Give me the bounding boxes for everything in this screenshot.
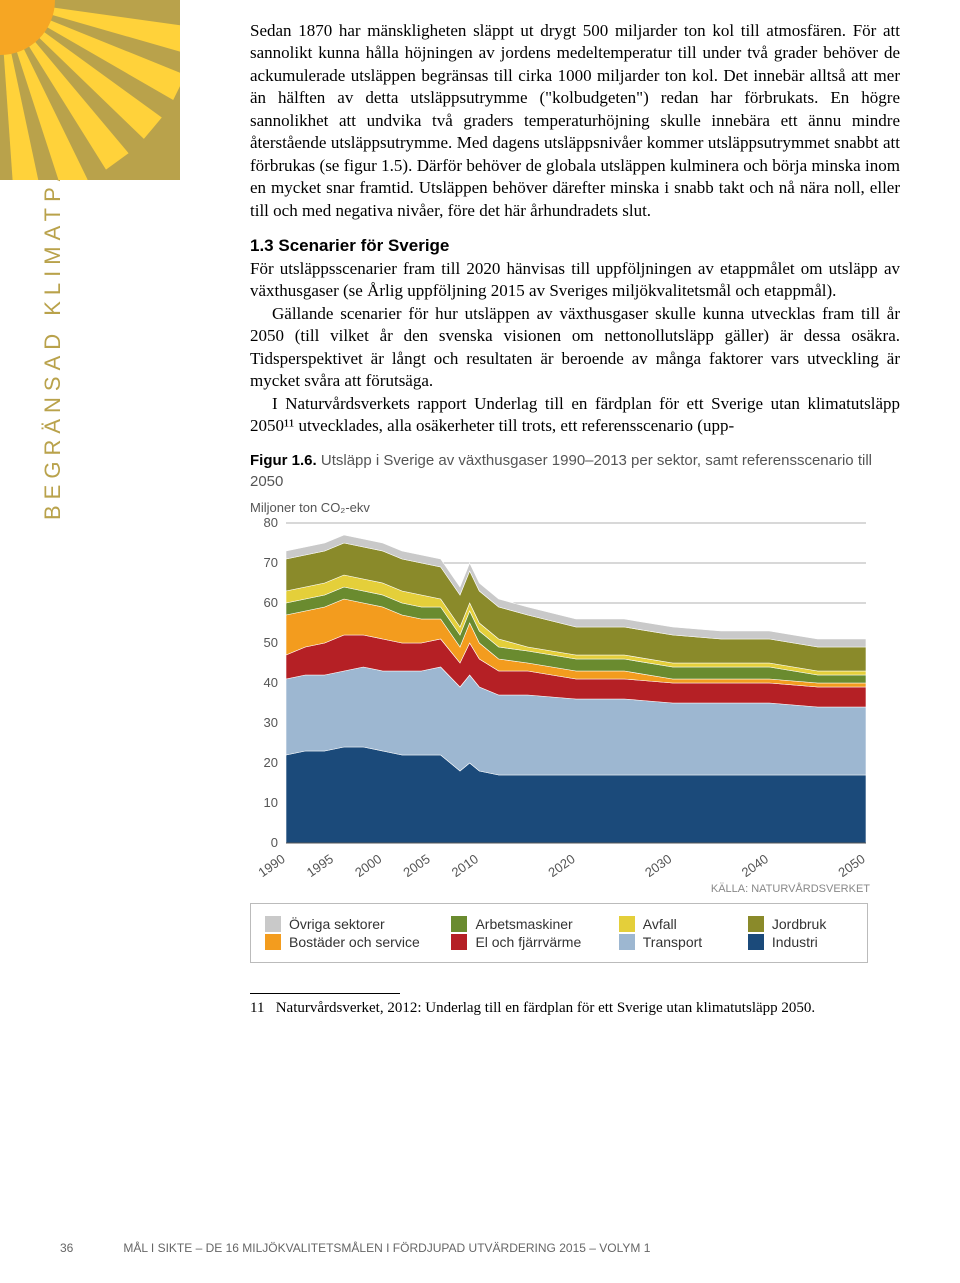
legend-label: Jordbruk <box>772 916 826 932</box>
legend-item-transport: Transport <box>619 934 724 950</box>
legend-swatch <box>265 934 281 950</box>
legend-item-industri: Industri <box>748 934 853 950</box>
legend-label: Bostäder och service <box>289 934 420 950</box>
body-paragraph-2b: Gällande scenarier för hur utsläppen av … <box>250 303 900 393</box>
svg-text:2030: 2030 <box>642 851 674 877</box>
footnote-11: 11 Naturvårdsverket, 2012: Underlag till… <box>250 1000 900 1017</box>
body-paragraph-1: Sedan 1870 har mänskligheten släppt ut d… <box>250 20 900 222</box>
chart-legend: Övriga sektorer Arbetsmaskiner Avfall Jordb… <box>250 903 868 963</box>
figure-label: Figur 1.6. <box>250 452 317 469</box>
legend-label: El och fjärrvärme <box>475 934 581 950</box>
svg-text:40: 40 <box>264 675 278 690</box>
svg-text:2040: 2040 <box>739 851 771 877</box>
legend-item-el: El och fjärrvärme <box>451 934 594 950</box>
page-number: 36 <box>60 1241 73 1255</box>
figure-caption: Figur 1.6. Utsläpp i Sverige av växthusg… <box>250 451 900 492</box>
svg-text:2010: 2010 <box>449 851 481 877</box>
legend-label: Arbetsmaskiner <box>475 916 572 932</box>
svg-text:1990: 1990 <box>255 851 287 877</box>
body-paragraph-2a: För utsläppsscenarier fram till 2020 hän… <box>250 258 900 303</box>
legend-swatch <box>748 934 764 950</box>
sun-corner-icon <box>0 0 180 180</box>
svg-text:1995: 1995 <box>304 851 336 877</box>
svg-text:2005: 2005 <box>400 851 432 877</box>
legend-swatch <box>451 916 467 932</box>
legend-swatch <box>451 934 467 950</box>
legend-item-arbets: Arbetsmaskiner <box>451 916 594 932</box>
legend-item-jordbruk: Jordbruk <box>748 916 853 932</box>
page-footer: 36 MÅL I SIKTE – DE 16 MILJÖKVALITETSMÅL… <box>60 1241 900 1255</box>
legend-item-bostader: Bostäder och service <box>265 934 427 950</box>
svg-text:80: 80 <box>264 517 278 530</box>
legend-swatch <box>265 916 281 932</box>
body-paragraph-2c: I Naturvårdsverkets rapport Underlag til… <box>250 393 900 438</box>
emissions-chart: 0102030405060708019901995200020052010202… <box>250 517 870 963</box>
svg-text:30: 30 <box>264 715 278 730</box>
svg-text:2050: 2050 <box>835 851 867 877</box>
legend-label: Övriga sektorer <box>289 916 385 932</box>
legend-item-avfall: Avfall <box>619 916 724 932</box>
legend-label: Avfall <box>643 916 677 932</box>
svg-text:20: 20 <box>264 755 278 770</box>
svg-text:0: 0 <box>271 835 278 850</box>
svg-text:2020: 2020 <box>545 851 577 877</box>
legend-swatch <box>619 934 635 950</box>
legend-label: Transport <box>643 934 702 950</box>
chart-svg: 0102030405060708019901995200020052010202… <box>250 517 870 877</box>
legend-swatch <box>748 916 764 932</box>
svg-text:60: 60 <box>264 595 278 610</box>
svg-text:70: 70 <box>264 555 278 570</box>
chart-source: KÄLLA: NATURVÅRDSVERKET <box>250 883 870 895</box>
svg-text:2000: 2000 <box>352 851 384 877</box>
legend-label: Industri <box>772 934 818 950</box>
chart-y-unit: Miljoner ton CO₂-ekv <box>250 500 900 515</box>
figure-caption-text: Utsläpp i Sverige av växthusgaser 1990–2… <box>250 452 872 489</box>
legend-swatch <box>619 916 635 932</box>
footnote-number: 11 <box>250 1000 264 1016</box>
footer-title: MÅL I SIKTE – DE 16 MILJÖKVALITETSMÅLEN … <box>123 1241 650 1255</box>
heading-1-3: 1.3 Scenarier för Sverige <box>250 236 900 256</box>
svg-text:10: 10 <box>264 795 278 810</box>
footnote-text: Naturvårdsverket, 2012: Underlag till en… <box>276 1000 815 1016</box>
svg-text:50: 50 <box>264 635 278 650</box>
legend-item-ovriga: Övriga sektorer <box>265 916 427 932</box>
footnote-rule <box>250 993 400 994</box>
